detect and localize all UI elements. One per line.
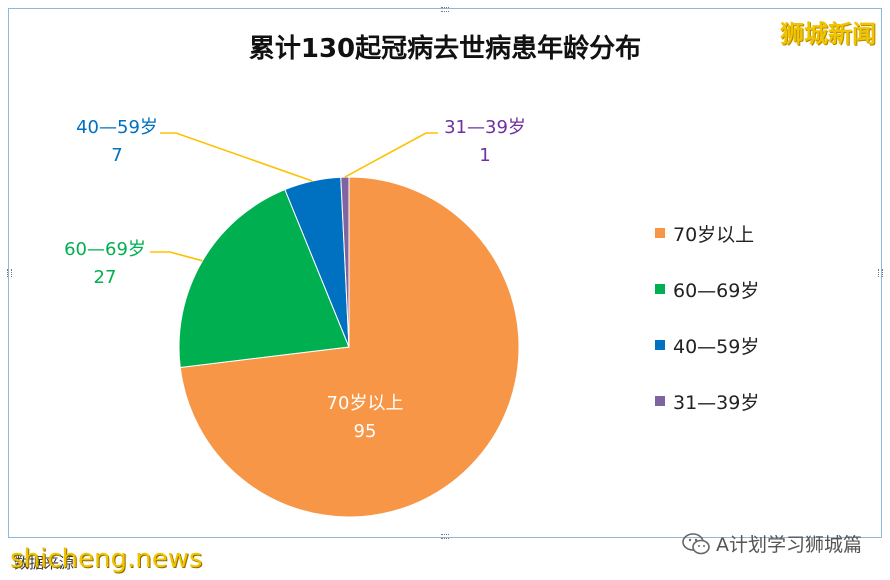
legend-item-31-39: 31—39岁 (655, 373, 759, 429)
legend-label: 31—39岁 (673, 391, 760, 414)
wechat-icon (682, 532, 710, 554)
data-label-name: 40—59岁 (76, 117, 158, 138)
data-label-name: 60—69岁 (64, 239, 146, 260)
data-label-value: 95 (353, 421, 377, 442)
leader-line-2 (160, 132, 313, 182)
data-label-40-59: 40—59岁 7 (62, 114, 172, 170)
legend-label: 40—59岁 (673, 335, 760, 358)
data-label-60-69: 60—69岁 27 (50, 236, 160, 292)
wechat-account-name: A计划学习狮城篇 (716, 534, 862, 556)
legend-item-60-69: 60—69岁 (655, 261, 759, 317)
brand-logo: 狮城新闻 (780, 20, 876, 48)
legend-swatch (655, 228, 665, 238)
data-label-value: 7 (111, 145, 123, 166)
legend-swatch (655, 340, 665, 350)
leader-line-3 (344, 132, 438, 178)
chart-title: 累计130起冠病去世病患年龄分布 (248, 34, 642, 64)
data-label-31-39: 31—39岁 1 (430, 114, 540, 170)
legend-label: 60—69岁 (673, 279, 760, 302)
legend-swatch (655, 396, 665, 406)
legend: 70岁以上 60—69岁 40—59岁 31—39岁 (655, 205, 759, 429)
pie-slice-0 (179, 176, 520, 518)
legend-item-70-plus: 70岁以上 (655, 205, 759, 261)
legend-swatch (655, 284, 665, 294)
resize-handle-left[interactable] (7, 269, 12, 277)
footer-watermark-url: shicheng.news (10, 544, 203, 574)
resize-handle-top[interactable] (441, 7, 449, 12)
data-label-value: 27 (93, 267, 117, 288)
resize-handle-bottom[interactable] (441, 534, 449, 539)
footer-note: 数据来源 (14, 554, 75, 572)
legend-label: 70岁以上 (673, 223, 755, 246)
data-label-value: 1 (479, 145, 491, 166)
pie-chart (150, 132, 520, 518)
data-label-70-plus: 70岁以上 95 (300, 390, 430, 446)
wechat-account: A计划学习狮城篇 (682, 530, 862, 557)
data-label-name: 70岁以上 (326, 393, 404, 414)
data-label-name: 31—39岁 (444, 117, 526, 138)
legend-item-40-59: 40—59岁 (655, 317, 759, 373)
leader-line-1 (150, 251, 203, 262)
resize-handle-right[interactable] (878, 269, 883, 277)
pie-slice-1 (178, 188, 350, 369)
